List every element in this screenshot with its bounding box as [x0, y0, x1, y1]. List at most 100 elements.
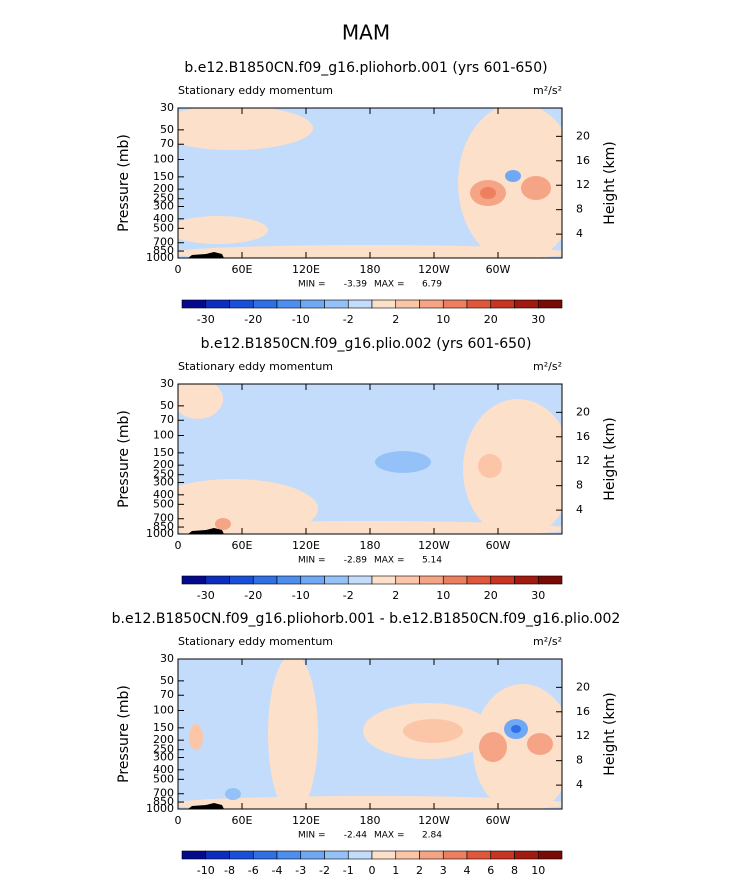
colorbar-box: [324, 575, 349, 585]
colorbar-label: -20: [244, 589, 262, 602]
contours: [178, 659, 562, 809]
y-tick-label: 30: [160, 377, 174, 390]
y2-tick-label: 20: [576, 680, 590, 693]
colorbar-label: -10: [292, 589, 310, 602]
colorbar-label: -2: [343, 589, 354, 602]
x-tick-label: 120E: [292, 814, 320, 827]
colorbar-label: 3: [440, 864, 447, 877]
y-tick-label: 700: [153, 236, 174, 249]
colorbar-box: [300, 850, 325, 860]
y-tick-label: 200: [153, 733, 174, 746]
contour-region: [215, 518, 231, 530]
x-tick-label: 60W: [486, 539, 511, 552]
colorbar-label: -6: [248, 864, 259, 877]
colorbar-label: 20: [484, 589, 498, 602]
y-tick-label: 1000: [146, 251, 174, 264]
min-value: -3.39: [344, 280, 368, 290]
colorbar-box: [181, 575, 207, 585]
y-axis-title: Pressure (mb): [116, 134, 132, 232]
x-tick-label: 60W: [486, 814, 511, 827]
y2-tick-label: 16: [576, 154, 590, 167]
x-tick-label: 0: [175, 263, 182, 276]
y-tick-label: 100: [153, 429, 174, 442]
colorbar-box: [300, 299, 325, 309]
max-label: MAX =: [374, 280, 405, 290]
colorbar-label: 20: [484, 313, 498, 326]
colorbar-box: [419, 299, 444, 309]
left-label: Stationary eddy momentum: [178, 84, 333, 97]
contour-region: [479, 732, 507, 762]
contour-region: [463, 399, 562, 534]
y-tick-label: 70: [160, 688, 174, 701]
contour-region: [375, 451, 431, 473]
y-tick-label: 30: [160, 101, 174, 114]
colorbar-label: -8: [224, 864, 235, 877]
max-value: 6.79: [422, 280, 442, 290]
colorbar-label: 30: [531, 589, 545, 602]
colorbar-box: [205, 299, 230, 309]
y-tick-label: 700: [153, 787, 174, 800]
x-tick-label: 120W: [418, 814, 450, 827]
colorbar-box: [466, 850, 492, 860]
colorbar-box: [514, 575, 539, 585]
colorbar-box: [371, 850, 397, 860]
y2-tick-label: 20: [576, 405, 590, 418]
colorbar-box: [347, 850, 373, 860]
colorbar-label: 30: [531, 313, 545, 326]
y2-axis-title: Height (km): [602, 141, 618, 224]
y-tick-label: 30: [160, 652, 174, 665]
y-tick-label: 1000: [146, 802, 174, 815]
min-label: MIN =: [298, 831, 326, 841]
colorbar-label: -20: [244, 313, 262, 326]
y2-tick-label: 8: [576, 203, 583, 216]
min-label: MIN =: [298, 556, 326, 566]
terrain: [188, 528, 224, 534]
y2-tick-label: 4: [576, 227, 583, 240]
contour-region: [458, 108, 562, 258]
max-value: 5.14: [422, 556, 442, 566]
y-tick-label: 150: [153, 446, 174, 459]
contour-region: [478, 454, 502, 478]
colorbar-box: [442, 850, 468, 860]
y-tick-label: 200: [153, 182, 174, 195]
colorbar-label: 6: [487, 864, 494, 877]
y-tick-label: 850: [153, 795, 174, 808]
colorbar-box: [324, 850, 349, 860]
contour-region: [480, 187, 496, 199]
y-tick-label: 250: [153, 192, 174, 205]
contours: [178, 384, 562, 534]
y-tick-label: 50: [160, 674, 174, 687]
colorbar-box: [537, 850, 563, 860]
y-axis-title: Pressure (mb): [116, 685, 132, 783]
y-tick-label: 300: [153, 750, 174, 763]
min-value: -2.89: [344, 556, 368, 566]
x-tick-label: 60W: [486, 263, 511, 276]
colorbar-box: [252, 575, 278, 585]
colorbar-box: [371, 299, 397, 309]
y-tick-label: 70: [160, 413, 174, 426]
colorbar-label: -10: [197, 864, 215, 877]
y-tick-label: 850: [153, 244, 174, 257]
colorbar-label: -3: [295, 864, 306, 877]
y-tick-label: 100: [153, 704, 174, 717]
y-tick-label: 200: [153, 458, 174, 471]
colorbar-box: [490, 299, 515, 309]
y-tick-label: 300: [153, 475, 174, 488]
y2-tick-label: 8: [576, 754, 583, 767]
contour-region: [178, 796, 562, 809]
y2-tick-label: 16: [576, 430, 590, 443]
colorbar-box: [490, 575, 515, 585]
y-tick-label: 150: [153, 170, 174, 183]
colorbar-label: -4: [272, 864, 283, 877]
colorbar-label: 2: [416, 864, 423, 877]
contour-region: [178, 521, 562, 534]
y-tick-label: 500: [153, 772, 174, 785]
contour-region: [178, 479, 318, 534]
panel-title: b.e12.B1850CN.f09_g16.plio.002 (yrs 601-…: [201, 336, 532, 352]
colorbar-label: 8: [511, 864, 518, 877]
colorbar-label: 10: [436, 313, 450, 326]
y-tick-label: 250: [153, 468, 174, 481]
contour-region: [225, 788, 241, 800]
min-label: MIN =: [298, 280, 326, 290]
